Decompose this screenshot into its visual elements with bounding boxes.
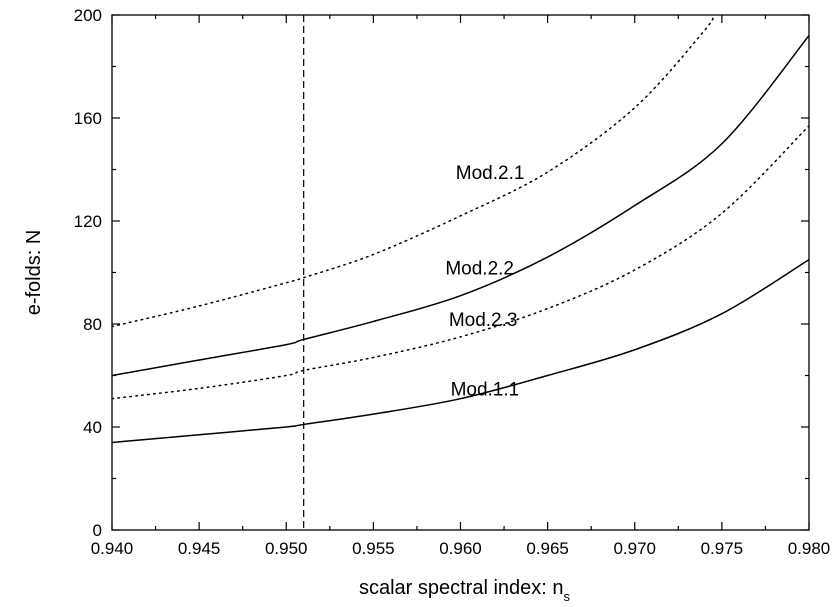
y-tick-label: 0 bbox=[93, 521, 102, 540]
curve-label-mod-1-1: Mod.1.1 bbox=[451, 379, 520, 400]
x-tick-label: 0.945 bbox=[178, 539, 221, 558]
series-line-mod-1-1 bbox=[112, 258, 809, 444]
y-tick-label: 160 bbox=[74, 109, 102, 128]
series-line-mod-2-2 bbox=[112, 35, 809, 377]
curve-label-mod-2-2: Mod.2.2 bbox=[445, 258, 514, 279]
y-tick-labels: 0 40 80 120 160 200 bbox=[74, 6, 102, 540]
y-axis-title: e-folds: N bbox=[23, 230, 45, 316]
x-tick-label: 0.975 bbox=[701, 539, 744, 558]
x-tick-label: 0.965 bbox=[526, 539, 569, 558]
x-tick-label: 0.950 bbox=[265, 539, 308, 558]
x-axis-title: scalar spectral index: ns bbox=[359, 577, 571, 604]
curve-label-mod-2-3: Mod.2.3 bbox=[449, 310, 518, 331]
x-tick-label: 0.980 bbox=[788, 539, 831, 558]
series-line-mod-2-3 bbox=[112, 124, 809, 400]
curve-labels: Mod.2.1 Mod.2.2 Mod.2.3 Mod.1.1 bbox=[445, 163, 524, 400]
y-tick-label: 200 bbox=[74, 6, 102, 25]
x-tick-label: 0.940 bbox=[91, 539, 134, 558]
y-tick-label: 40 bbox=[83, 418, 102, 437]
x-tick-label: 0.970 bbox=[613, 539, 656, 558]
x-axis-title-subscript: s bbox=[564, 589, 571, 604]
series-curves bbox=[112, 15, 809, 444]
series-line-mod-2-1 bbox=[112, 15, 714, 328]
y-tick-label: 80 bbox=[83, 315, 102, 334]
x-axis-title-main: scalar spectral index: n bbox=[359, 577, 564, 599]
y-tick-label: 120 bbox=[74, 212, 102, 231]
tick-marks bbox=[111, 14, 810, 531]
x-tick-label: 0.955 bbox=[352, 539, 395, 558]
x-tick-labels: 0.940 0.945 0.950 0.955 0.960 0.965 0.970 0.975… bbox=[91, 539, 831, 558]
curve-label-mod-2-1: Mod.2.1 bbox=[456, 163, 525, 184]
x-tick-label: 0.960 bbox=[439, 539, 482, 558]
